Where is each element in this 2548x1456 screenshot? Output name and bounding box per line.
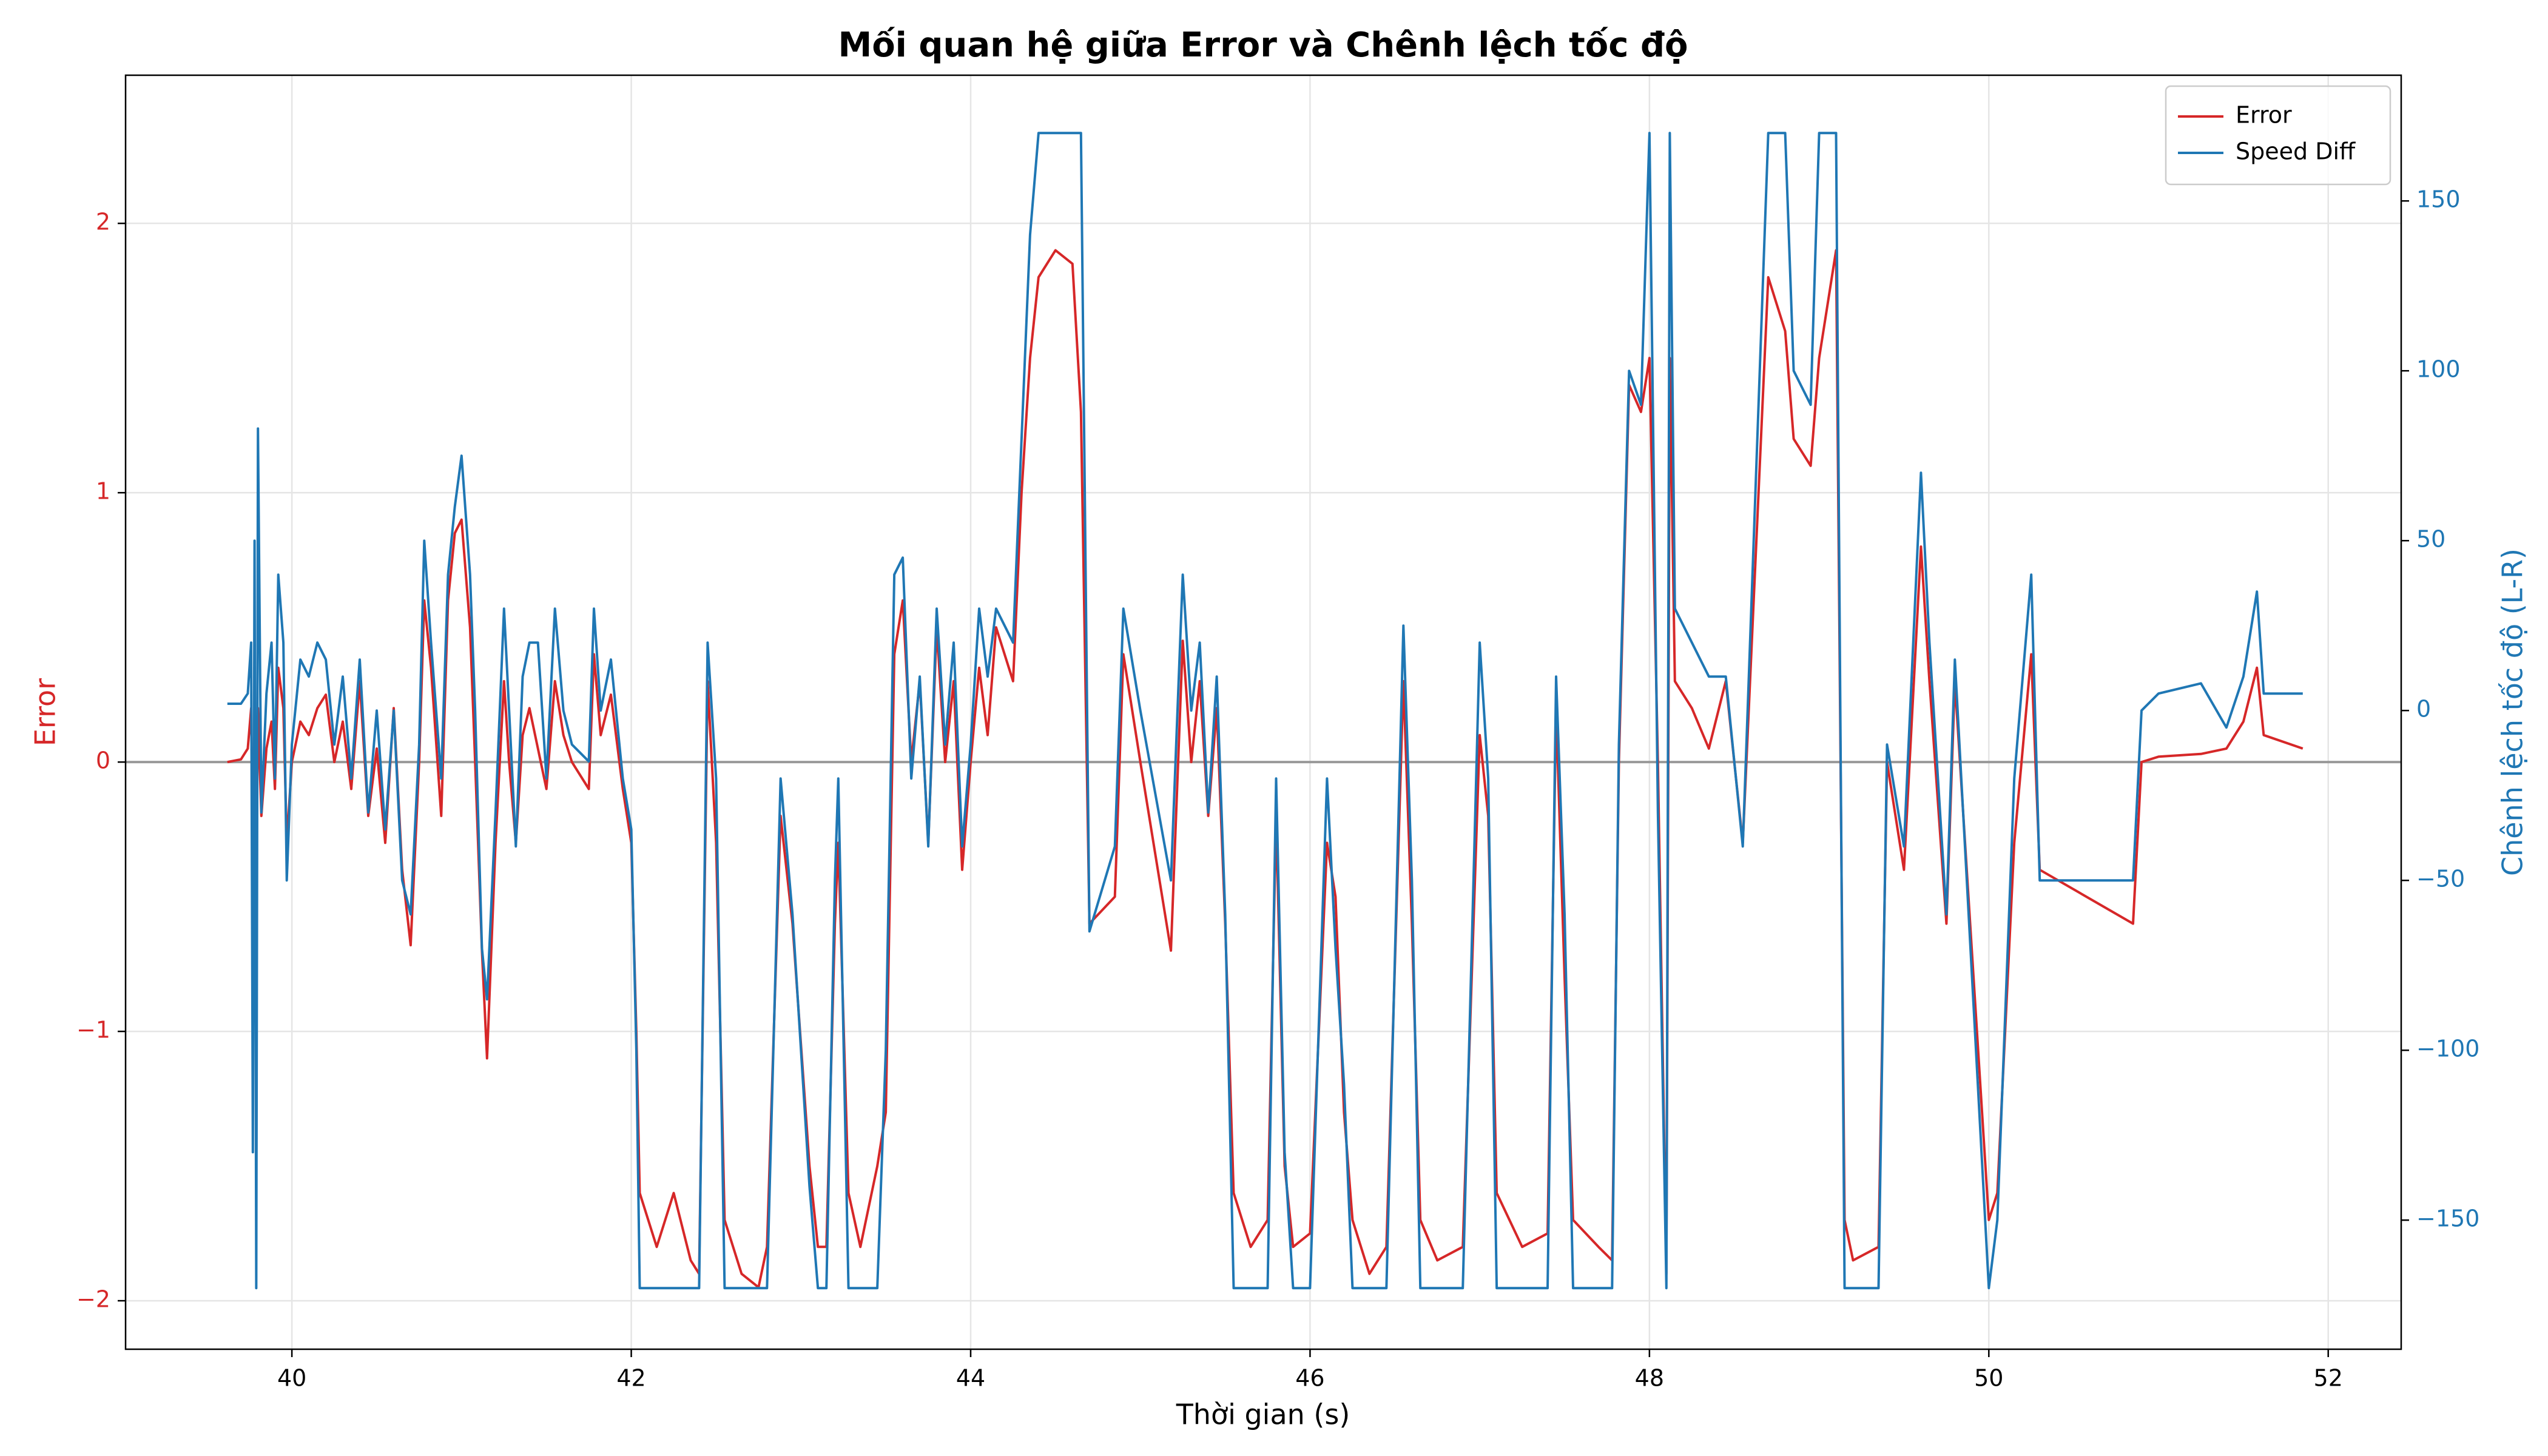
legend-box [2165,85,2391,186]
x-tick-label: 48 [1635,1365,1664,1392]
data-line [227,132,2303,1290]
x-tick-label: 40 [277,1365,306,1392]
y-tick-label: 0 [96,747,110,774]
y2-tick-label: 150 [2416,186,2461,213]
plot-area [227,132,2304,1290]
y2-tick-label: −50 [2416,866,2465,892]
x-tick-label: 46 [1295,1365,1324,1392]
x-tick-label: 52 [2314,1365,2343,1392]
y2-tick-label: −100 [2416,1036,2479,1062]
y-tick-label: 1 [96,478,110,505]
y-tick-label: −1 [76,1017,110,1043]
y-axis-label: Error [29,678,62,746]
y2-tick-label: 50 [2416,526,2445,553]
legend: Error Speed Diff [2165,85,2391,186]
legend-label: Speed Diff [2236,138,2356,165]
x-tick-label: 42 [616,1365,645,1392]
y2-axis-label: Chênh lệch tốc độ (L-R) [2496,548,2529,876]
x-tick-label: 44 [956,1365,985,1392]
x-axis-label: Thời gian (s) [1176,1398,1350,1431]
x-tick-label: 50 [1974,1365,2003,1392]
plot-frame [124,74,2402,1350]
y2-tick-label: 0 [2416,696,2431,723]
y-tick-label: 2 [96,209,110,235]
y2-tick-label: −150 [2416,1205,2479,1232]
y2-tick-label: 100 [2416,356,2461,383]
legend-label: Error [2236,102,2292,129]
y-tick-label: −2 [76,1286,110,1313]
chart-title: Mối quan hệ giữa Error và Chênh lệch tốc… [838,25,1688,65]
